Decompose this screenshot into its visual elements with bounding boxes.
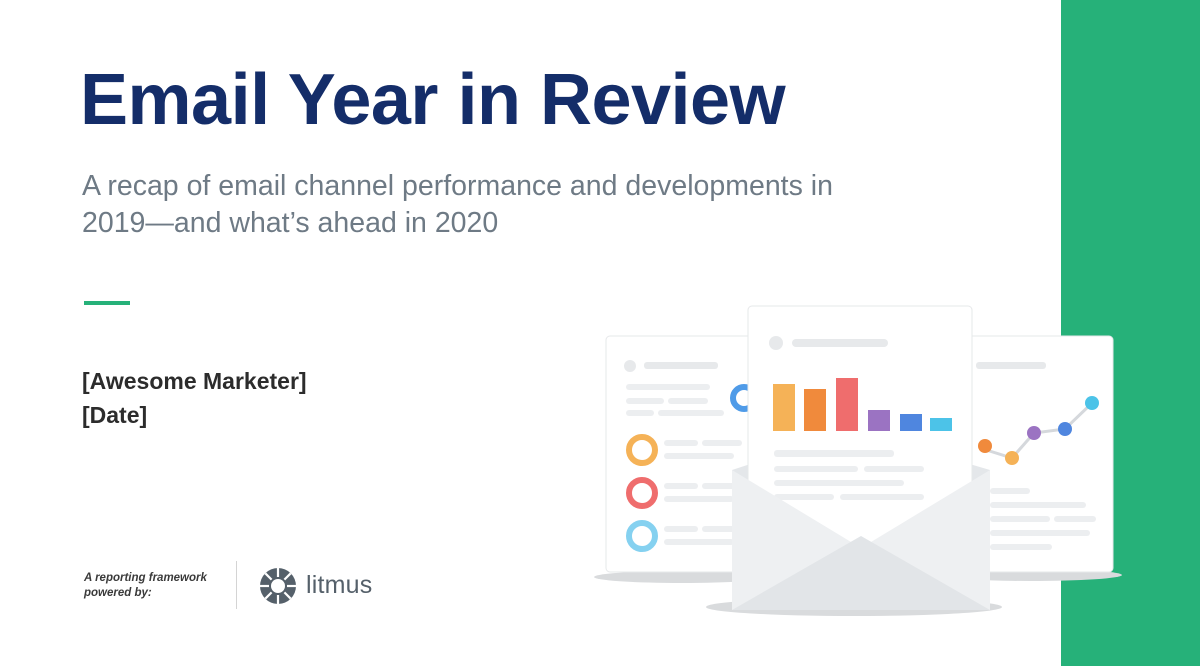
email-report-illustration [594, 305, 1122, 616]
bar-mark [773, 384, 795, 431]
left-report-card [605, 335, 758, 573]
orange-donut-icon [626, 434, 658, 466]
light-blue-donut-icon [626, 520, 658, 552]
center-report-letter [747, 305, 973, 577]
trend-point [1085, 396, 1099, 410]
envelope-front [732, 470, 990, 610]
left-card-shadow [594, 571, 770, 583]
bar-mark [836, 378, 858, 431]
slide-title: Email Year in Review [80, 60, 786, 140]
powered-by-text: A reporting framework powered by: [84, 571, 207, 601]
bar-mark [804, 389, 826, 431]
accent-divider [84, 301, 130, 305]
trend-point [1027, 426, 1041, 440]
footer-divider [236, 561, 237, 609]
powered-by-line-1: A reporting framework [84, 572, 207, 584]
red-donut-icon [626, 477, 658, 509]
litmus-logo-text: litmus [306, 571, 373, 599]
presenter-block: [Awesome Marketer] [Date] [82, 364, 307, 432]
presenter-date: [Date] [82, 402, 148, 428]
trend-point [978, 439, 992, 453]
trend-point [1005, 451, 1019, 465]
litmus-logo-icon [260, 568, 296, 604]
bar-mark [930, 418, 952, 431]
presenter-name: [Awesome Marketer] [82, 368, 307, 394]
bar-mark [900, 414, 922, 431]
bar-mark [868, 410, 890, 431]
right-report-card [956, 335, 1114, 573]
powered-by-line-2: powered by: [84, 587, 152, 599]
trend-point [1058, 422, 1072, 436]
slide-subtitle: A recap of email channel performance and… [82, 170, 833, 239]
